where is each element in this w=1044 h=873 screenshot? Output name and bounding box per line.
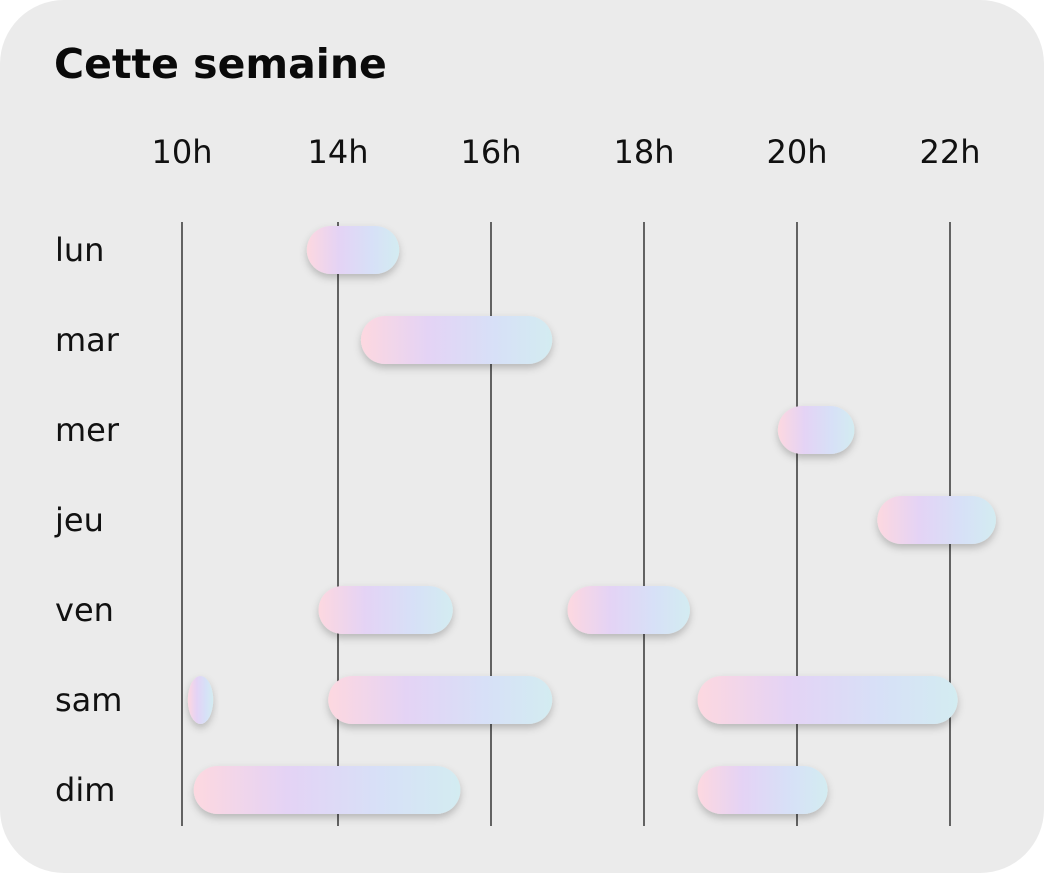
- tick-label-22h: 22h: [920, 133, 981, 171]
- day-label-dim: dim: [55, 771, 115, 809]
- day-label-sam: sam: [55, 681, 122, 719]
- time-block-mer-1: [777, 406, 855, 454]
- chart-title: Cette semaine: [54, 40, 387, 88]
- time-block-sam-1: [187, 676, 214, 724]
- tick-label-16h: 16h: [461, 133, 522, 171]
- time-block-ven-1: [318, 586, 453, 634]
- tick-label-14h: 14h: [308, 133, 369, 171]
- time-block-sam-2: [328, 676, 553, 724]
- day-label-jeu: jeu: [54, 501, 104, 539]
- time-block-jeu-1: [877, 496, 996, 544]
- tick-label-18h: 18h: [614, 133, 675, 171]
- day-label-mar: mar: [55, 321, 120, 359]
- day-label-ven: ven: [55, 591, 114, 629]
- tick-label-20h: 20h: [767, 133, 828, 171]
- day-labels: lun mar mer jeu ven sam dim: [54, 231, 122, 809]
- day-label-mer: mer: [55, 411, 120, 449]
- grid-lines: [181, 222, 951, 826]
- time-block-dim-2: [697, 766, 828, 814]
- x-axis-tick-labels: 10h 14h 16h 18h 20h 22h: [152, 133, 981, 171]
- time-block-mar-1: [360, 316, 553, 364]
- day-label-lun: lun: [55, 231, 104, 269]
- tick-label-10h: 10h: [152, 133, 213, 171]
- time-block-lun-1: [306, 226, 400, 274]
- time-blocks: [187, 226, 996, 814]
- time-block-dim-1: [193, 766, 461, 814]
- time-block-sam-3: [697, 676, 958, 724]
- time-block-ven-2: [567, 586, 690, 634]
